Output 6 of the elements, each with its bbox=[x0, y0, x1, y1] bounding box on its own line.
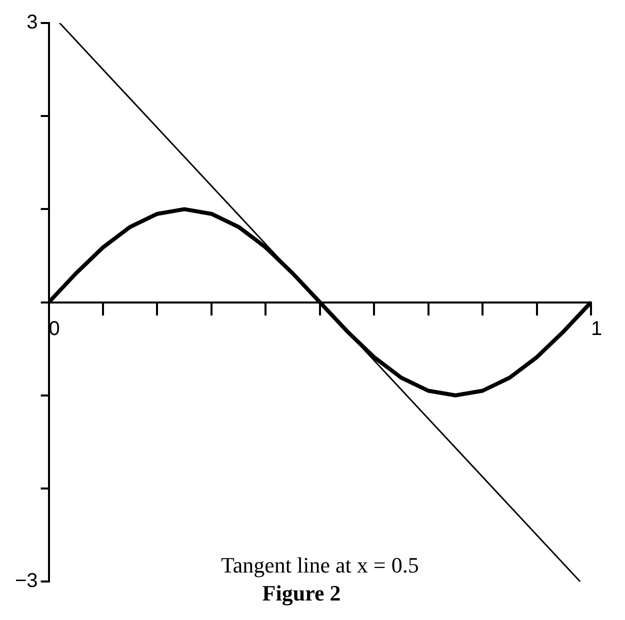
annotation: Tangent line at x = 0.5 bbox=[220, 552, 419, 578]
y-tick-label: −3 bbox=[14, 570, 38, 592]
text: Figure 2 bbox=[262, 580, 341, 606]
x-tick-label: 0 bbox=[48, 318, 60, 340]
y-tick-label: 3 bbox=[26, 12, 38, 34]
x-tick-label: 1 bbox=[591, 318, 602, 340]
